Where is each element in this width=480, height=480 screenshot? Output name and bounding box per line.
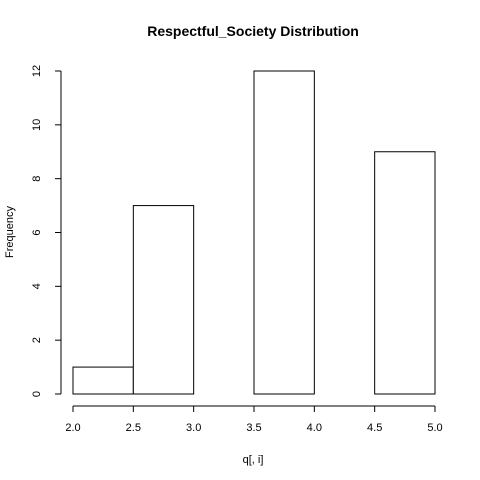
x-tick-label: 5.0 bbox=[427, 422, 442, 434]
histogram-bar bbox=[374, 151, 436, 395]
y-tick-label: 12 bbox=[31, 65, 43, 77]
x-axis: 2.0 2.5 3.0 3.5 4.0 4.5 5.0 bbox=[65, 405, 443, 434]
y-axis: 0 2 4 6 8 10 12 bbox=[31, 65, 62, 397]
histogram-bar bbox=[72, 366, 134, 395]
histogram-bar bbox=[132, 205, 195, 395]
x-tick-label: 2.0 bbox=[65, 422, 80, 434]
chart-title: Respectful_Society Distribution bbox=[147, 23, 359, 39]
y-tick-label: 6 bbox=[31, 229, 43, 235]
y-tick-label: 8 bbox=[31, 176, 43, 182]
bars-layer bbox=[72, 70, 436, 395]
y-tick-label: 0 bbox=[31, 391, 43, 397]
x-axis-title: q[, i] bbox=[243, 454, 264, 466]
x-tick-label: 4.0 bbox=[307, 422, 322, 434]
y-tick-label: 2 bbox=[31, 337, 43, 343]
x-tick-label: 4.5 bbox=[367, 422, 382, 434]
y-tick-label: 4 bbox=[31, 283, 43, 289]
x-tick-label: 3.0 bbox=[186, 422, 201, 434]
y-tick-label: 10 bbox=[31, 119, 43, 131]
y-axis-title: Frequency bbox=[4, 206, 16, 258]
histogram-bar bbox=[253, 70, 315, 395]
x-tick-label: 3.5 bbox=[246, 422, 261, 434]
x-tick-label: 2.5 bbox=[126, 422, 141, 434]
